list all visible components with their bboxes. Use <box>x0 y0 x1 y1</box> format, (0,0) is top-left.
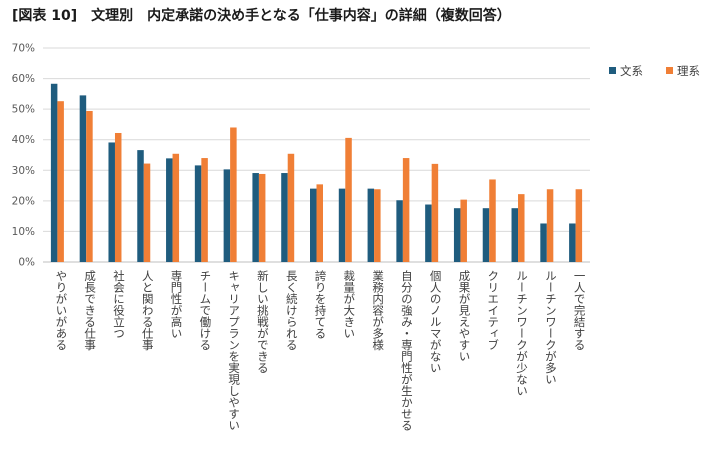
bar-bunkei <box>511 208 519 262</box>
bar-bunkei <box>252 173 259 262</box>
bar-rikei <box>57 101 64 263</box>
legend-label: 理系 <box>677 64 700 78</box>
bar-rikei <box>143 163 151 262</box>
x-tick-label: ルーチンワークが多い <box>544 270 558 385</box>
bar-bunkei <box>194 165 202 262</box>
y-tick-label: 70% <box>12 43 35 55</box>
x-tick-label: 新しい挑戦ができる <box>256 269 270 373</box>
bar-rikei <box>258 173 266 262</box>
bar-bunkei <box>50 83 58 262</box>
x-tick-label: 一人で完結する <box>573 270 587 351</box>
x-tick-label: 成果が見えやすい <box>457 270 471 362</box>
x-tick-label: チームで働ける <box>198 270 212 351</box>
y-tick-label: 10% <box>12 226 35 238</box>
y-axis-ticks: 0% 10% 20% 30% 40% 50% 60% 70% <box>12 43 35 269</box>
bar-rikei <box>86 110 93 262</box>
bar-rikei <box>201 158 208 262</box>
bar-bunkei <box>425 204 432 262</box>
bar-rikei <box>374 189 381 262</box>
bar-rikei <box>546 189 554 262</box>
bar-rikei <box>575 189 583 262</box>
x-tick-label: 個人のノルマがない <box>429 270 443 374</box>
y-tick-label: 20% <box>12 195 35 207</box>
bar-rikei <box>230 127 237 262</box>
bar-bunkei <box>79 95 87 262</box>
bar-rikei <box>345 137 352 262</box>
x-tick-label: 専門性が高い <box>170 270 184 339</box>
x-tick-label: 長く続けられる <box>285 270 299 351</box>
x-tick-label: 社会に役立つ <box>112 269 126 339</box>
bar-rikei <box>287 153 295 262</box>
x-axis-labels: やりがいがある 成長できる仕事 社会に役立つ 人と関わる仕事 専門性が高い チームで働ける… <box>54 269 586 431</box>
bar-rikei <box>489 179 496 262</box>
bar-bunkei <box>166 158 173 262</box>
bar-bunkei <box>367 188 375 262</box>
legend: 文系 理系 <box>609 64 700 78</box>
bar-rikei <box>316 184 323 262</box>
bar-rikei <box>460 199 467 262</box>
bar-bunkei <box>453 208 461 262</box>
bar-bunkei <box>569 223 576 262</box>
bar-rikei <box>402 158 410 262</box>
bar-bunkei <box>310 188 317 262</box>
x-tick-label: 業務内容が多様 <box>371 270 385 351</box>
x-tick-label: 裁量が大きい <box>342 270 356 339</box>
bar-bunkei <box>338 188 346 262</box>
bar-bunkei <box>108 142 115 262</box>
x-tick-label: 成長できる仕事 <box>83 270 97 351</box>
bar-bunkei <box>396 200 403 262</box>
y-tick-label: 0% <box>18 257 35 269</box>
bar-rikei <box>431 163 439 262</box>
legend-label: 文系 <box>620 64 643 78</box>
legend-swatch <box>666 67 673 74</box>
bar-bunkei <box>223 169 231 262</box>
x-tick-label: キャリアプランを実現しやすい <box>227 270 241 431</box>
bar-bunkei <box>540 223 547 262</box>
x-tick-label: 誇りを持てる <box>314 269 328 339</box>
chart-title: [図表 10] 文理別 内定承諾の決め手となる「仕事内容」の詳細（複数回答） <box>12 8 511 24</box>
x-tick-label: 人と関わる仕事 <box>141 270 155 351</box>
y-tick-label: 60% <box>12 73 35 85</box>
y-tick-label: 50% <box>12 104 35 116</box>
bar-rikei <box>518 194 525 262</box>
bar-bunkei <box>482 208 490 262</box>
bar-bunkei <box>281 173 288 262</box>
x-tick-label: 自分の強み・専門性が生かせる <box>400 270 414 431</box>
bar-rikei <box>172 153 180 262</box>
y-tick-label: 30% <box>12 165 35 177</box>
bar-rikei <box>114 132 122 262</box>
legend-swatch <box>609 67 616 74</box>
x-tick-label: クリエイティブ <box>486 270 500 351</box>
bar-bunkei <box>137 150 144 262</box>
bars <box>50 83 583 263</box>
x-tick-label: やりがいがある <box>54 270 68 351</box>
x-tick-label: ルーチンワークが少ない <box>515 270 529 397</box>
y-tick-label: 40% <box>12 134 35 146</box>
